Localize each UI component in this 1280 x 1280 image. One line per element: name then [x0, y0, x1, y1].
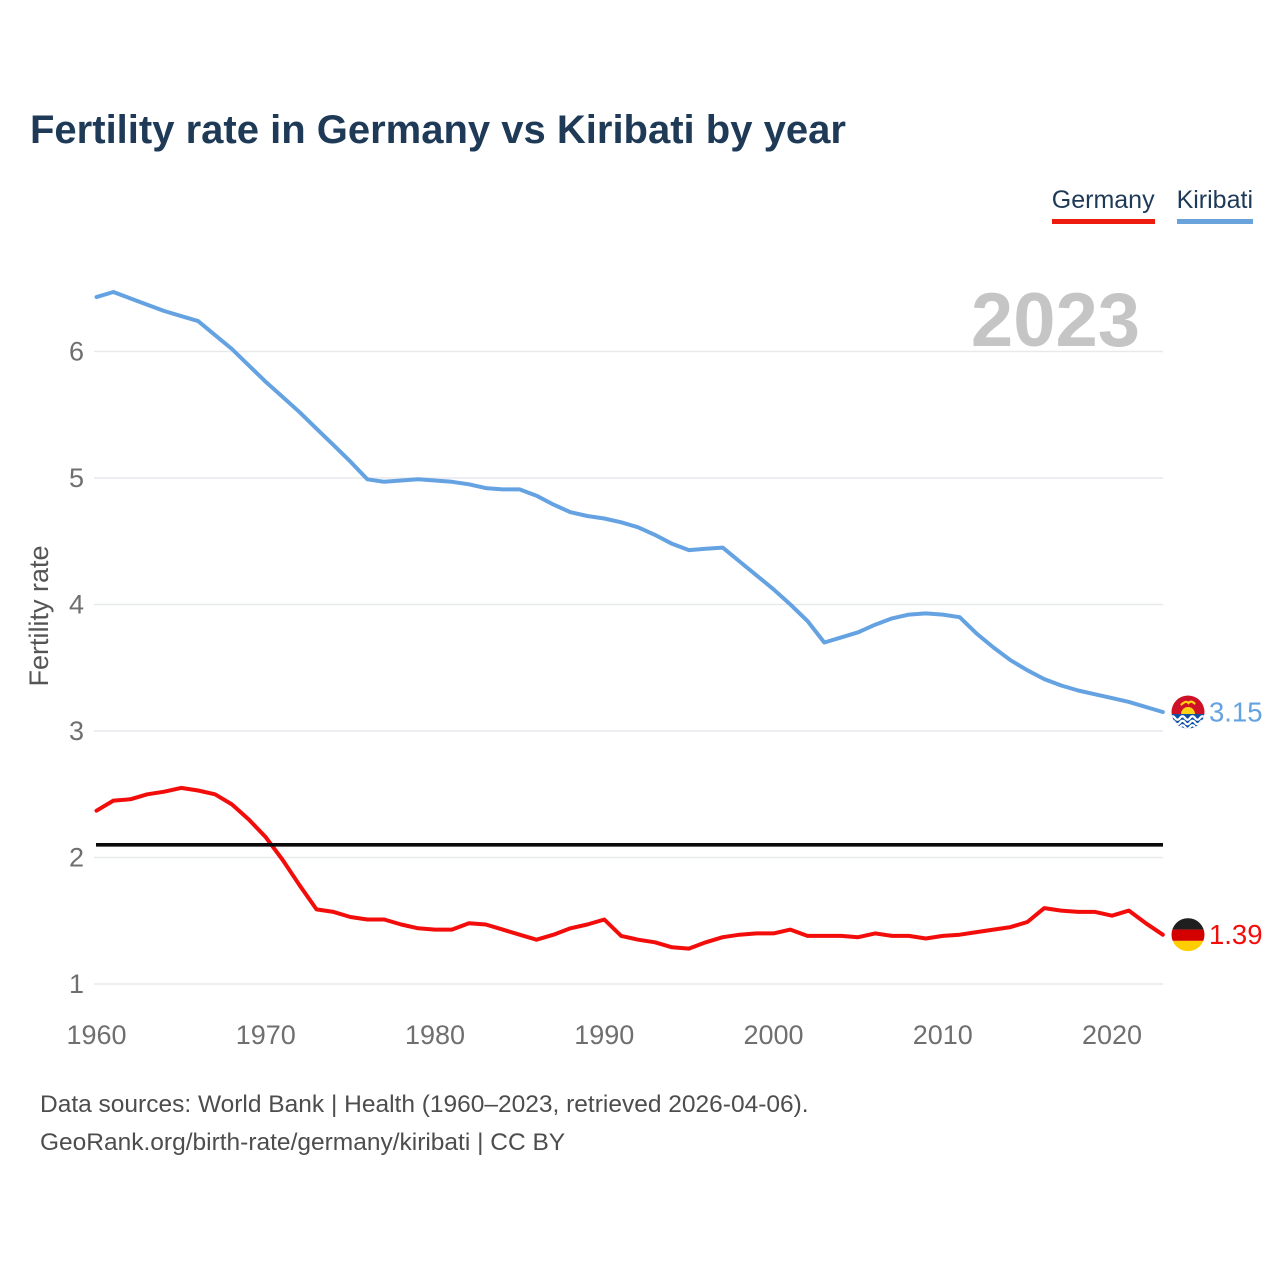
- ytick-2: 2: [69, 843, 84, 873]
- footer-data-sources: Data sources: World Bank | Health (1960–…: [40, 1091, 809, 1118]
- end-value-kiribati: 3.15: [1209, 697, 1263, 728]
- ytick-1: 1: [69, 969, 84, 999]
- legend-label-kiribati: Kiribati: [1176, 186, 1253, 214]
- year-watermark: 2023: [971, 278, 1140, 363]
- xtick-1960: 1960: [66, 1020, 126, 1050]
- ytick-4: 4: [69, 590, 84, 620]
- xtick-1970: 1970: [236, 1020, 296, 1050]
- legend-item-kiribati[interactable]: Kiribati: [1176, 186, 1253, 224]
- footer: Data sources: World Bank | Health (1960–…: [40, 1086, 809, 1162]
- legend-item-germany[interactable]: Germany: [1051, 186, 1155, 224]
- legend: Germany Kiribati: [1051, 186, 1253, 224]
- legend-color-bar-kiribati: [1176, 219, 1253, 224]
- y-axis-label: Fertility rate: [24, 545, 54, 686]
- ytick-3: 3: [69, 716, 84, 746]
- footer-attribution: GeoRank.org/birth-rate/germany/kiribati …: [40, 1129, 566, 1156]
- xtick-2010: 2010: [913, 1020, 973, 1050]
- ytick-5: 5: [69, 463, 84, 493]
- xtick-1990: 1990: [574, 1020, 634, 1050]
- xtick-1980: 1980: [405, 1020, 465, 1050]
- page-title: Fertility rate in Germany vs Kiribati by…: [30, 108, 846, 152]
- germany-flag: [1171, 918, 1205, 952]
- xtick-2000: 2000: [743, 1020, 803, 1050]
- legend-label-germany: Germany: [1051, 186, 1155, 214]
- kiribati-flag: [1171, 695, 1205, 729]
- legend-color-bar-germany: [1051, 219, 1155, 224]
- xtick-2020: 2020: [1082, 1020, 1142, 1050]
- end-value-germany: 1.39: [1209, 919, 1263, 950]
- series-line-kiribati: [94, 290, 1165, 714]
- series-line-germany: [94, 785, 1165, 951]
- ytick-6: 6: [69, 337, 84, 367]
